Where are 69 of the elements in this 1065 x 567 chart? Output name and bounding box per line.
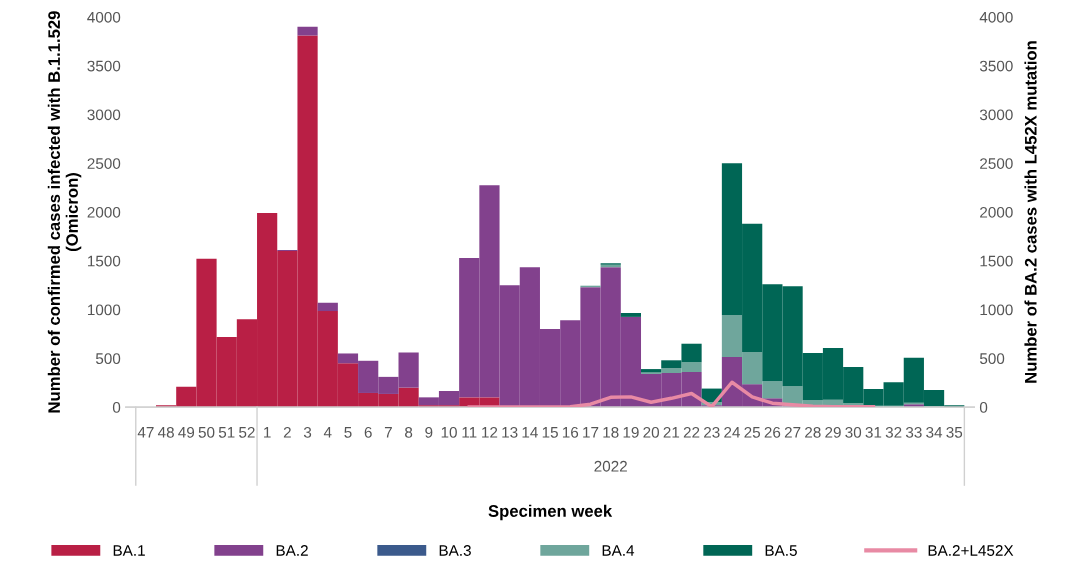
- x-tick-label: 23: [704, 426, 720, 438]
- legend-label: BA.1: [113, 545, 145, 556]
- y-tick-label: 3500: [87, 60, 121, 72]
- x-tick-label: 14: [522, 427, 538, 438]
- x-tick-label: 5: [344, 427, 352, 438]
- y-tick-label: 0: [112, 401, 121, 413]
- x-tick-label: 1: [264, 427, 271, 438]
- x-tick-label: 28: [805, 426, 821, 438]
- x-tick-label: 12: [482, 426, 498, 438]
- y2-tick-label: 3000: [979, 109, 1013, 121]
- y2-tick-label: 1500: [980, 255, 1013, 267]
- x-tick-label: 32: [885, 426, 902, 438]
- x-tick-label: 31: [865, 426, 882, 438]
- x-tick-label: 15: [542, 427, 558, 438]
- x-tick-label: 26: [764, 426, 781, 438]
- x-tick-label: 48: [157, 426, 174, 438]
- y-tick-label: 1500: [87, 255, 121, 267]
- y2-tick-label: 2000: [980, 206, 1013, 218]
- x-tick-label: 49: [178, 426, 195, 438]
- y-tick-label: 2500: [87, 158, 121, 169]
- y2-tick-label: 2500: [980, 158, 1013, 169]
- x-tick-label: 4: [323, 427, 332, 438]
- x-tick-label: 29: [825, 426, 841, 438]
- x-tick-label: 19: [623, 426, 639, 438]
- y2-tick-label: 4000: [979, 11, 1013, 23]
- x-tick-label: 9: [425, 426, 433, 438]
- x-tick-label: 52: [239, 426, 255, 438]
- x-tick-label: 20: [643, 426, 660, 438]
- x-tick-label: 6: [364, 426, 372, 438]
- y-tick-label: 1000: [87, 304, 121, 316]
- x-tick-label: 22: [683, 426, 700, 438]
- x-tick-label: 17: [583, 427, 599, 438]
- x-tick-label: 51: [218, 427, 235, 438]
- y2-tick-label: 3500: [979, 60, 1013, 72]
- y2-axis-title: Number of BA.2 cases with L452X mutation: [1024, 41, 1037, 383]
- legend-label: BA.2+L452X: [928, 545, 1014, 556]
- y-tick-label: 4000: [87, 11, 121, 23]
- x-tick-label: 21: [663, 426, 680, 438]
- x-tick-label: 35: [946, 426, 963, 438]
- x-tick-label: 25: [744, 426, 761, 438]
- x-tick-label: 7: [384, 427, 392, 438]
- text: 2022: [594, 460, 627, 472]
- x-tick-label: 47: [137, 427, 154, 438]
- x-tick-label: 24: [724, 426, 741, 438]
- y-tick-label: 500: [95, 353, 121, 365]
- y-axis-title: Number of confirmed cases infected with B.1.1.529 (Omicron): [47, 11, 82, 413]
- x-tick-label: 50: [198, 426, 215, 438]
- x-tick-label: 16: [562, 426, 579, 438]
- legend-label: BA.4: [602, 545, 635, 556]
- x-tick-label: 33: [905, 426, 922, 438]
- legend-label: BA.3: [439, 545, 471, 556]
- x-tick-label: 27: [784, 426, 801, 438]
- legend-label: BA.2: [276, 545, 308, 556]
- x-tick-label: 30: [845, 426, 862, 438]
- y2-tick-label: 500: [979, 353, 1005, 365]
- x-tick-label: 8: [405, 426, 413, 438]
- x-tick-label: 2: [283, 426, 291, 438]
- x-tick-label: 10: [441, 426, 457, 438]
- x-tick-label: 13: [502, 426, 518, 438]
- x-tick-label: 11: [462, 427, 477, 438]
- y-tick-label: 3000: [87, 109, 121, 121]
- y-tick-label: 2000: [87, 206, 121, 218]
- x-tick-label: 34: [926, 426, 943, 438]
- y2-tick-label: 1000: [980, 304, 1013, 316]
- x-tick-label: 18: [603, 426, 619, 438]
- legend-label: BA.5: [765, 545, 797, 556]
- x-axis-title: Specimen week: [488, 504, 613, 521]
- x-tick-label: 3: [303, 426, 312, 438]
- y2-tick-label: 0: [979, 401, 988, 413]
